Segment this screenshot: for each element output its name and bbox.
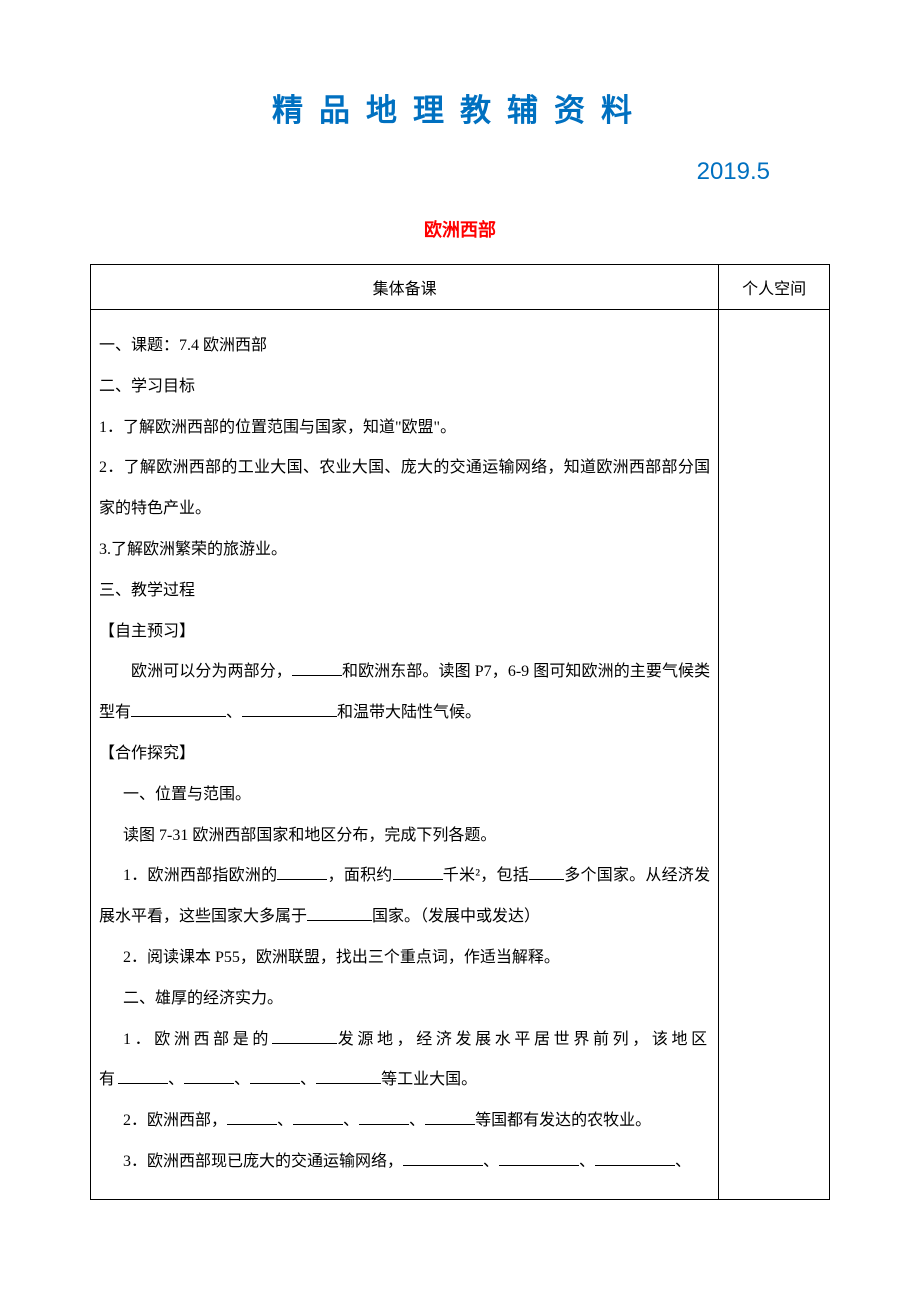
blank-fill xyxy=(250,1068,300,1084)
coop-s2-q3: 3．欧洲西部现已庞大的交通运输网络，、、、 xyxy=(99,1142,710,1183)
coop-s1-q1a: 1．欧洲西部指欧洲的 xyxy=(123,867,277,884)
blank-fill xyxy=(595,1150,675,1166)
blank-fill xyxy=(292,660,342,676)
content-main: 一、课题：7.4 欧洲西部 二、学习目标 1．了解欧洲西部的位置范围与国家，知道… xyxy=(91,310,719,1200)
sub-title: 欧洲西部 xyxy=(90,216,830,242)
coop-s1-q2: 2．阅读课本 P55，欧洲联盟，找出三个重点词，作适当解释。 xyxy=(99,938,710,979)
blank-fill xyxy=(307,905,372,921)
autopreview-title: 【自主预习】 xyxy=(99,612,710,653)
coop-s1-q1e: 国家。（发展中或发达） xyxy=(372,908,540,925)
autopreview-text-a: 欧洲可以分为两部分， xyxy=(131,663,292,680)
coop-s1-intro: 读图 7-31 欧洲西部国家和地区分布，完成下列各题。 xyxy=(99,816,710,857)
coop-s1-q1: 1．欧洲西部指欧洲的，面积约千米²，包括多个国家。从经济发展水平看，这些国家大多… xyxy=(99,856,710,938)
lesson-table: 集体备课 个人空间 一、课题：7.4 欧洲西部 二、学习目标 1．了解欧洲西部的… xyxy=(90,264,830,1200)
blank-fill xyxy=(184,1068,234,1084)
coop-s1-q1b: ，面积约 xyxy=(327,867,392,884)
blank-fill xyxy=(316,1068,381,1084)
section3-title: 三、教学过程 xyxy=(99,571,710,612)
blank-fill xyxy=(425,1109,475,1125)
blank-fill xyxy=(272,1028,337,1044)
header-main: 集体备课 xyxy=(91,265,719,310)
blank-fill xyxy=(277,864,327,880)
coop-s2-q1c: 等工业大国。 xyxy=(381,1071,477,1088)
autopreview-para: 欧洲可以分为两部分，和欧洲东部。读图 P7，6-9 图可知欧洲的主要气候类型有、… xyxy=(99,652,710,734)
blank-fill xyxy=(293,1109,343,1125)
coop-title: 【合作探究】 xyxy=(99,734,710,775)
blank-fill xyxy=(242,701,337,717)
section2-title: 二、学习目标 xyxy=(99,367,710,408)
content-side xyxy=(719,310,830,1200)
blank-fill xyxy=(131,701,226,717)
section1-title: 一、课题：7.4 欧洲西部 xyxy=(99,326,710,367)
coop-s1-title: 一、位置与范围。 xyxy=(99,775,710,816)
blank-fill xyxy=(227,1109,277,1125)
blank-fill xyxy=(529,864,564,880)
blank-fill xyxy=(393,864,443,880)
autopreview-text-c: 和温带大陆性气候。 xyxy=(337,704,481,721)
blank-fill xyxy=(359,1109,409,1125)
coop-s2-q2b: 等国都有发达的农牧业。 xyxy=(475,1112,651,1129)
coop-s1-q1c: 千米²，包括 xyxy=(443,867,529,884)
coop-s2-q1: 1．欧洲西部是的发源地，经济发展水平居世界前列，该地区有、、、等工业大国。 xyxy=(99,1020,710,1102)
blank-fill xyxy=(499,1150,579,1166)
coop-s2-title: 二、雄厚的经济实力。 xyxy=(99,979,710,1020)
objective-1: 1．了解欧洲西部的位置范围与国家，知道"欧盟"。 xyxy=(99,408,710,449)
objective-2: 2．了解欧洲西部的工业大国、农业大国、庞大的交通运输网络，知道欧洲西部部分国家的… xyxy=(99,448,710,530)
objective-3: 3.了解欧洲繁荣的旅游业。 xyxy=(99,530,710,571)
header-side: 个人空间 xyxy=(719,265,830,310)
blank-fill xyxy=(403,1150,483,1166)
coop-s2-q1a: 1．欧洲西部是的 xyxy=(123,1031,272,1048)
page-title: 精品地理教辅资料 xyxy=(90,85,830,130)
coop-s2-q2a: 2．欧洲西部， xyxy=(123,1112,227,1129)
table-body-row: 一、课题：7.4 欧洲西部 二、学习目标 1．了解欧洲西部的位置范围与国家，知道… xyxy=(91,310,830,1200)
table-header-row: 集体备课 个人空间 xyxy=(91,265,830,310)
date-line: 2019.5 xyxy=(90,158,830,186)
coop-s2-q2: 2．欧洲西部，、、、等国都有发达的农牧业。 xyxy=(99,1101,710,1142)
coop-s2-q3a: 3．欧洲西部现已庞大的交通运输网络， xyxy=(123,1153,403,1170)
blank-fill xyxy=(118,1068,168,1084)
